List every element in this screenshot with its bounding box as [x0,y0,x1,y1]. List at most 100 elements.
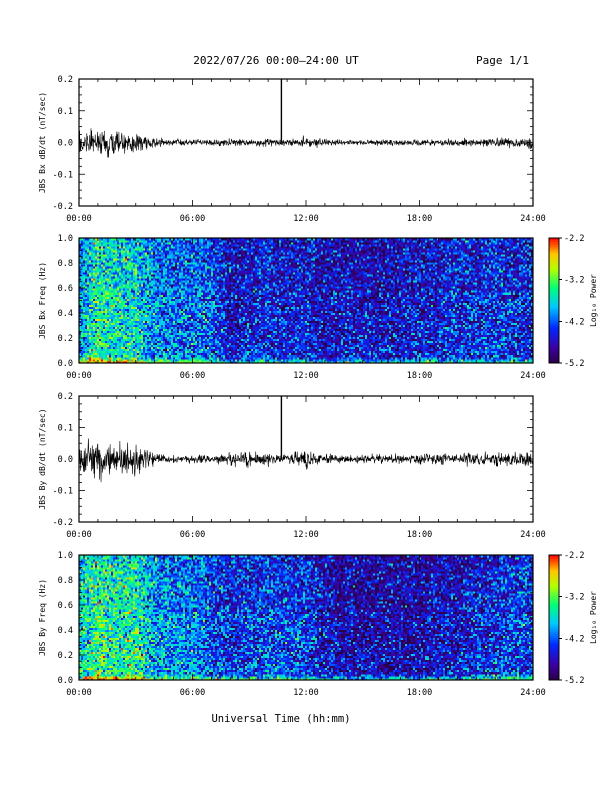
spectrogram-cell [111,260,113,262]
spectrogram-cell [93,325,95,327]
spectrogram-cell [117,359,119,361]
spectrogram-cell [129,278,131,280]
spectrogram-cell [85,333,87,335]
spectrogram-cell [137,242,139,244]
spectrogram-cell [105,339,107,341]
spectrogram-cell [143,313,145,315]
spectrogram-cell [133,349,135,351]
spectrogram-cell [159,331,161,333]
spectrogram-cell [145,274,147,276]
spectrogram-cell [115,252,117,254]
spectrogram-cell [113,355,115,357]
spectrogram-cell [143,329,145,331]
spectrogram-cell [149,252,151,254]
spectrogram-cell [125,317,127,319]
spectrogram-cell [141,321,143,323]
spectrogram-cell [133,290,135,292]
spectrogram-cell [139,311,141,313]
spectrogram-cell [119,292,121,294]
spectrogram-cell [91,246,93,248]
spectrogram-cell [129,242,131,244]
spectrogram-cell [87,248,89,250]
spectrogram-cell [149,246,151,248]
spectrogram-cell [127,303,129,305]
spectrogram-cell [127,266,129,268]
spectrogram-cell [129,294,131,296]
spectrogram-cell [149,331,151,333]
spectrogram-cell [135,288,137,290]
spectrogram-cell [137,309,139,311]
spectrogram-cell [107,284,109,286]
spectrogram-cell [157,276,159,278]
spectrogram-cell [87,286,89,288]
spectrogram-cell [103,270,105,272]
spectrogram-cell [115,278,117,280]
spectrogram-cell [155,266,157,268]
spectrogram-cell [95,250,97,252]
spectrogram-cell [131,333,133,335]
spectrogram-cell [153,355,155,357]
spectrogram-cell [157,307,159,309]
spectrogram-cell [103,272,105,274]
spectrogram-cell [113,240,115,242]
spectrogram-cell [103,264,105,266]
spectrogram-cell [131,250,133,252]
spectrogram-cell [157,351,159,353]
spectrogram-cell [85,351,87,353]
spectrogram-cell [109,282,111,284]
spectrogram-cell [141,323,143,325]
spectrogram-cell [111,282,113,284]
spectrogram-cell [141,343,143,345]
spectrogram-cell [139,331,141,333]
spectrogram-cell [129,250,131,252]
spectrogram-cell [151,256,153,258]
spectrogram-cell [117,254,119,256]
spectrogram-cell [93,280,95,282]
spectrogram-cell [103,262,105,264]
spectrogram-cell [161,286,163,288]
spectrogram-cell [123,347,125,349]
spectrogram-cell [141,282,143,284]
spectrogram-cell [145,290,147,292]
spectrogram-cell [103,288,105,290]
spectrogram-cell [123,272,125,274]
spectrogram-cell [145,260,147,262]
spectrogram-cell [143,301,145,303]
spectrogram-cell [83,270,85,272]
spectrogram-cell [131,272,133,274]
spectrogram-cell [123,317,125,319]
spectrogram-cell [81,323,83,325]
spectrogram-cell [141,339,143,341]
spectrogram-cell [109,309,111,311]
spectrogram-cell [151,323,153,325]
spectrogram-cell [127,276,129,278]
spectrogram-cell [117,252,119,254]
spectrogram-cell [143,256,145,258]
spectrogram-cell [83,347,85,349]
spectrogram-cell [157,329,159,331]
spectrogram-cell [97,290,99,292]
spectrogram-cell [129,256,131,258]
spectrogram-cell [141,357,143,359]
spectrogram-cell [125,258,127,260]
spectrogram-cell [109,252,111,254]
spectrogram-cell [95,331,97,333]
spectrogram-cell [83,294,85,296]
spectrogram-cell [137,321,139,323]
spectrogram-cell [127,278,129,280]
spectrogram-cell [105,309,107,311]
spectrogram-cell [89,359,91,361]
spectrogram-cell [101,296,103,298]
spectrogram-cell [143,280,145,282]
spectrogram-cell [85,270,87,272]
spectrogram-cell [153,260,155,262]
spectrogram-cell [135,246,137,248]
spectrogram-cell [105,240,107,242]
spectrogram-cell [115,288,117,290]
spectrogram-cell [131,278,133,280]
spectrogram-cell [155,335,157,337]
spectrogram-cell [125,359,127,361]
spectrogram-cell [89,337,91,339]
spectrogram-cell [115,258,117,260]
spectrogram-cell [139,276,141,278]
